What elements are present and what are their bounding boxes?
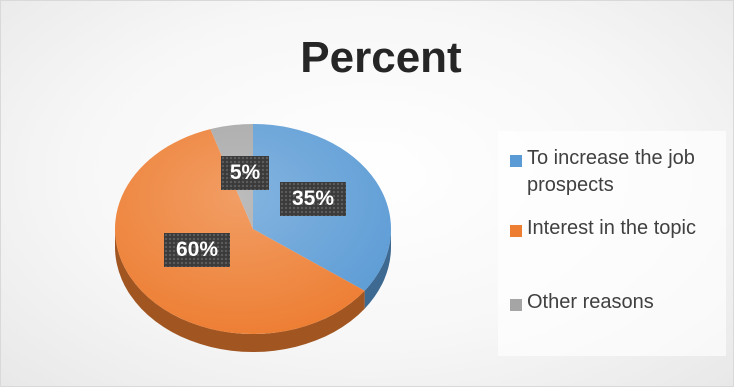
legend-swatch-interest xyxy=(510,225,522,237)
data-label-60: 60% xyxy=(164,233,230,267)
pie-side-0 xyxy=(364,229,391,309)
pie-side-1 xyxy=(115,229,365,352)
data-label-35: 35% xyxy=(280,182,346,216)
legend: To increase the job prospects Interest i… xyxy=(498,131,726,356)
legend-label-other: Other reasons xyxy=(527,291,654,313)
legend-label-interest: Interest in the topic xyxy=(527,217,696,239)
legend-swatch-other xyxy=(510,299,522,311)
data-label-5: 5% xyxy=(221,156,269,190)
legend-swatch-job-prospects xyxy=(510,155,522,167)
legend-label-job-prospects: To increase the job prospects xyxy=(527,147,695,196)
pie-gloss xyxy=(115,124,391,334)
chart-title: Percent xyxy=(300,33,462,82)
